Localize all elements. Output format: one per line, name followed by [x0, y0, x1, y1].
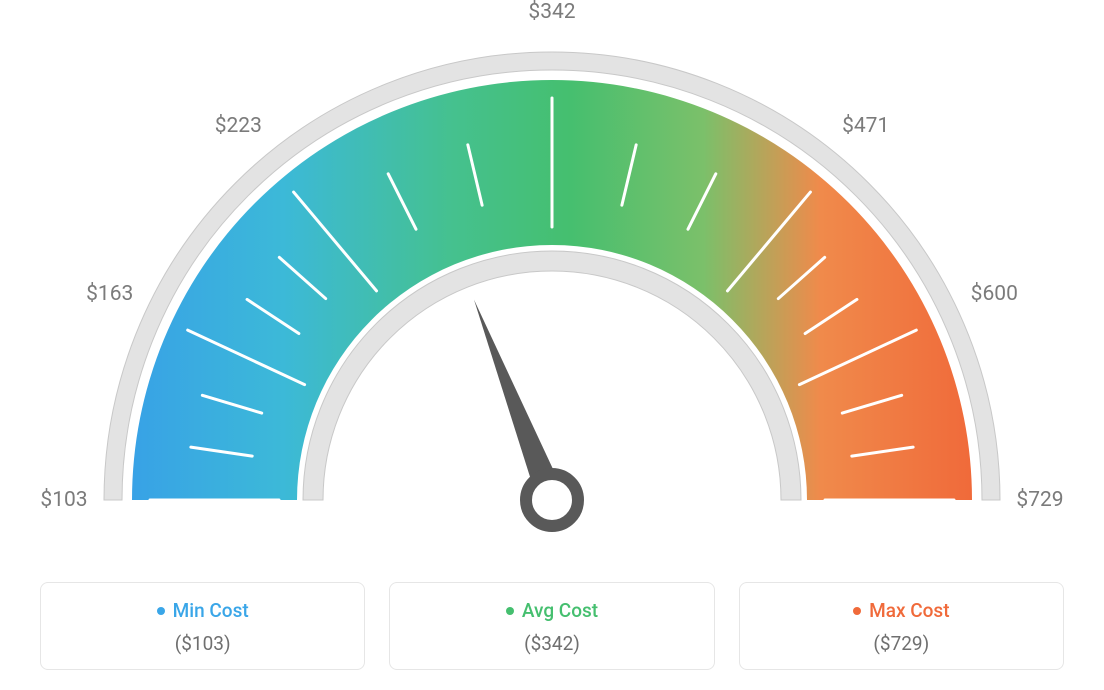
legend-title-max: Max Cost — [853, 599, 949, 622]
legend-row: Min Cost ($103) Avg Cost ($342) Max Cost… — [40, 582, 1064, 670]
legend-card-avg: Avg Cost ($342) — [389, 582, 714, 670]
gauge-tick-label: $103 — [40, 488, 87, 512]
legend-title-min: Min Cost — [157, 599, 249, 622]
legend-label-avg: Avg Cost — [522, 599, 598, 622]
legend-dot-max — [853, 607, 861, 615]
legend-card-max: Max Cost ($729) — [739, 582, 1064, 670]
gauge-tick-label: $342 — [528, 0, 575, 24]
legend-dot-avg — [506, 607, 514, 615]
legend-label-max: Max Cost — [869, 599, 949, 622]
gauge-tick-label: $471 — [842, 114, 889, 138]
legend-label-min: Min Cost — [173, 599, 249, 622]
gauge-tick-label: $223 — [215, 114, 262, 138]
legend-dot-min — [157, 607, 165, 615]
legend-card-min: Min Cost ($103) — [40, 582, 365, 670]
gauge-tick-label: $163 — [86, 282, 133, 306]
legend-title-avg: Avg Cost — [506, 599, 598, 622]
gauge-tick-label: $729 — [1016, 488, 1063, 512]
gauge-tick-label: $600 — [971, 282, 1018, 306]
cost-gauge: $103 $163 $223 $342 $471 $600 $729 — [0, 0, 1104, 560]
gauge-svg — [0, 0, 1104, 560]
legend-value-avg: ($342) — [402, 632, 701, 655]
legend-value-min: ($103) — [53, 632, 352, 655]
legend-value-max: ($729) — [752, 632, 1051, 655]
